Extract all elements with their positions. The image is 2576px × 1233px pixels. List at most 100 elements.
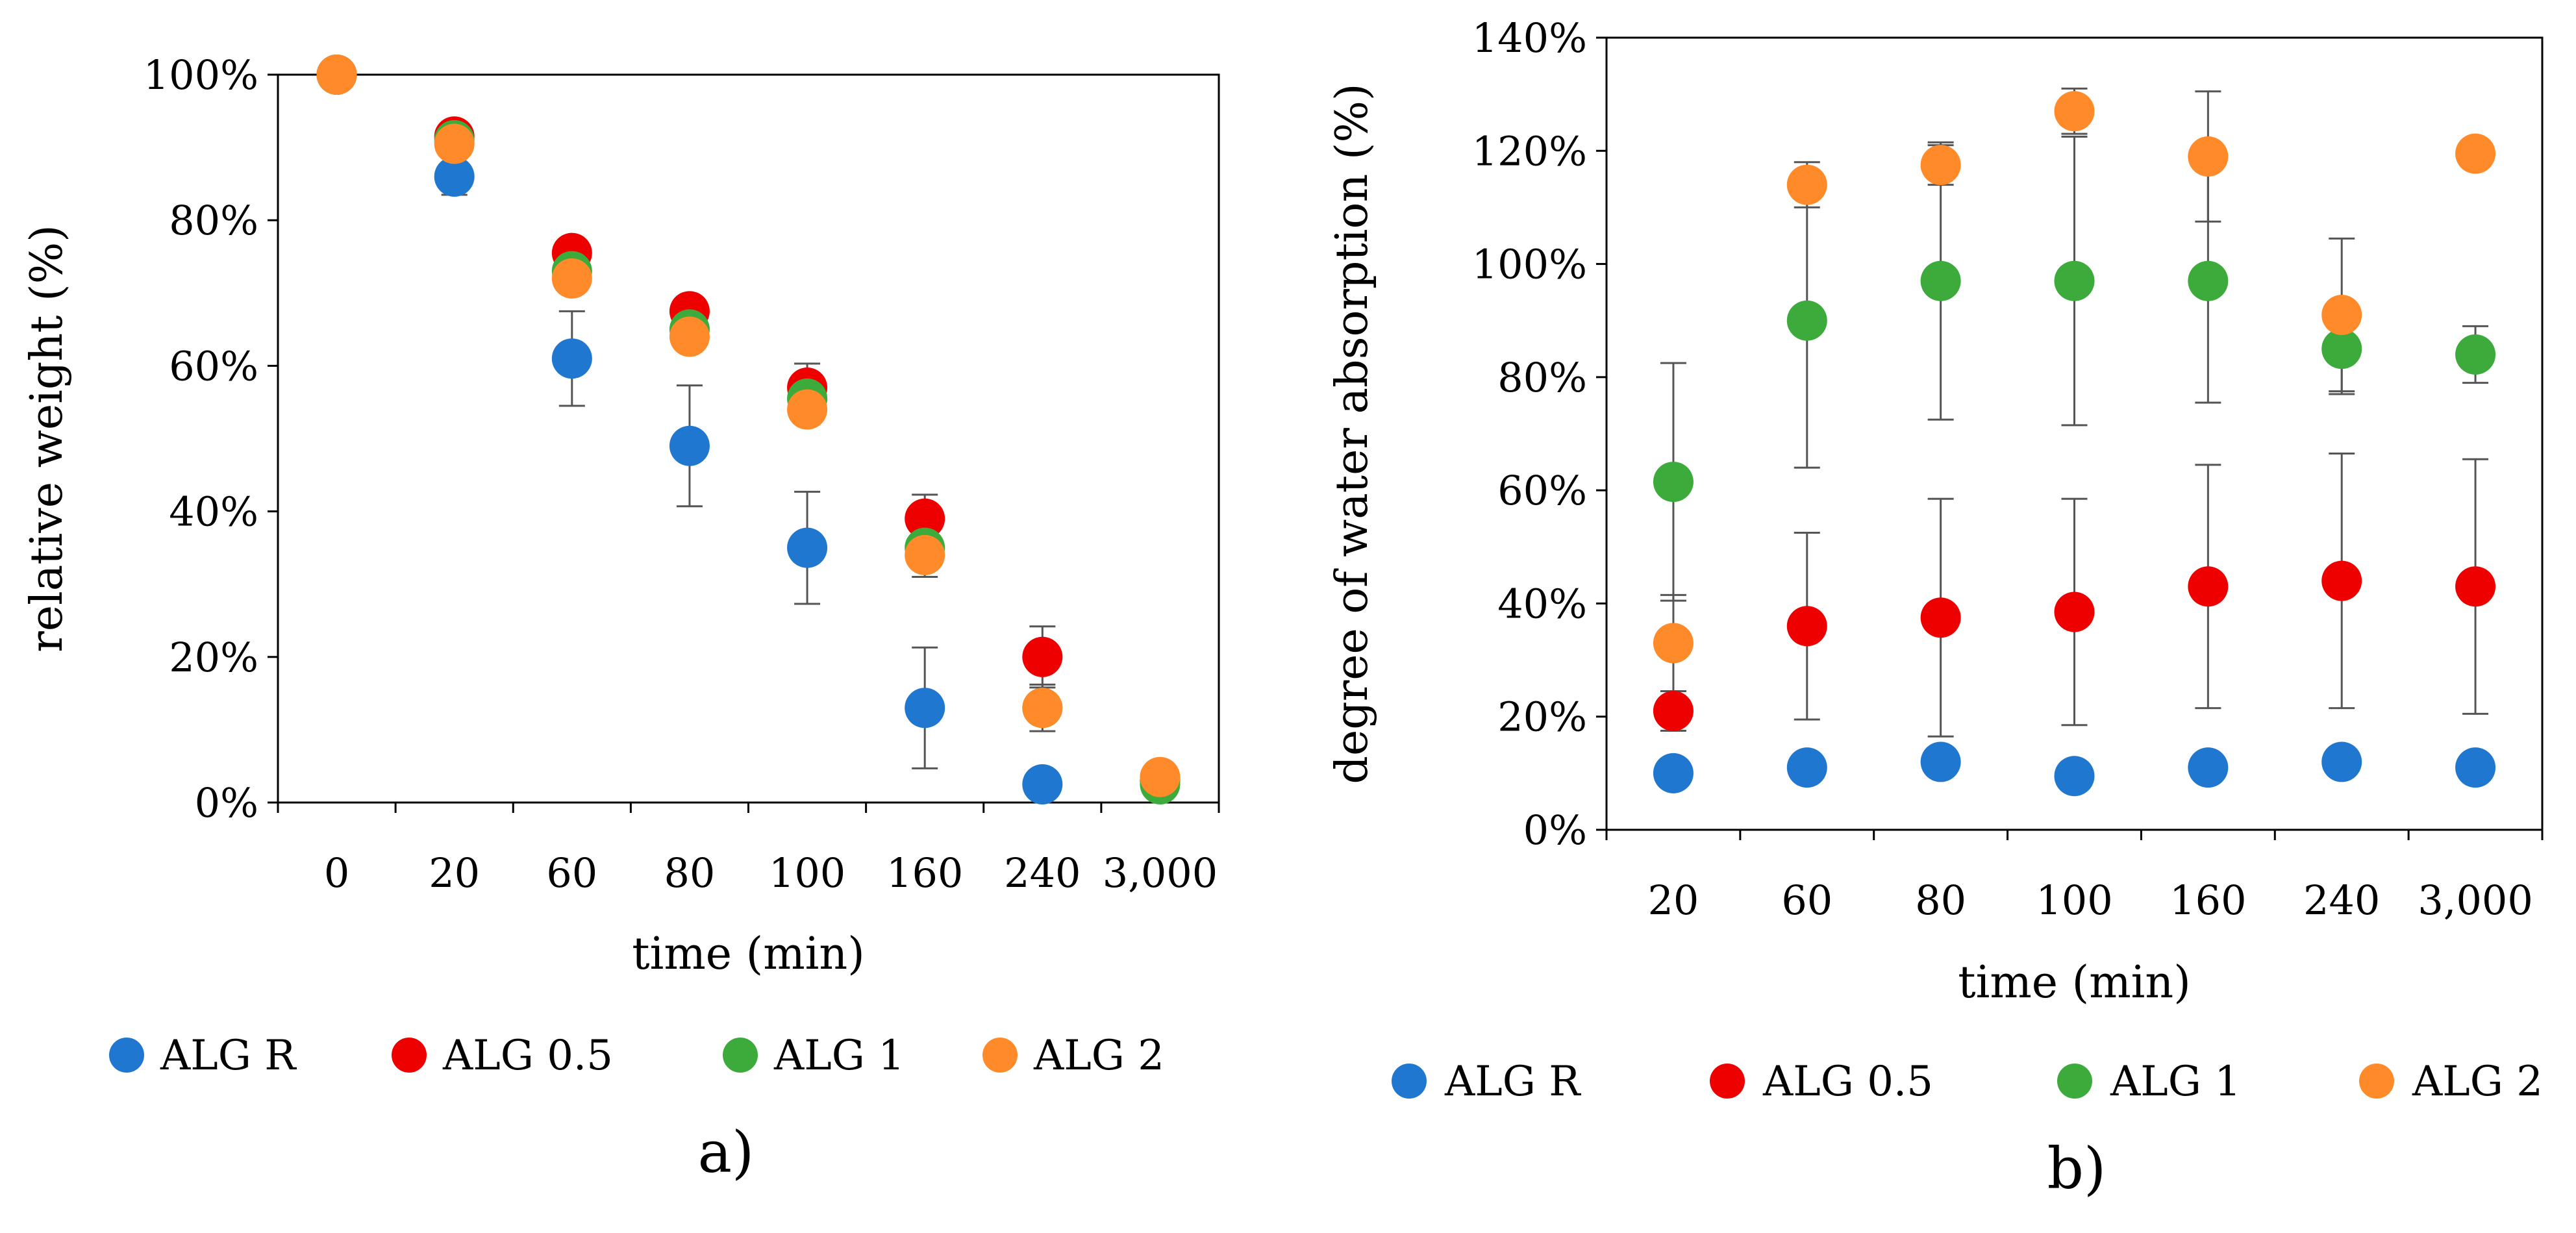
y-tick-label: 140% xyxy=(1472,14,1587,62)
data-point xyxy=(2188,136,2229,177)
legend-label: ALG R xyxy=(160,1032,297,1080)
y-tick-label: 20% xyxy=(1497,693,1587,741)
data-point xyxy=(1140,756,1181,797)
data-point xyxy=(2054,91,2095,132)
data-point xyxy=(2188,566,2229,607)
data-point xyxy=(2321,329,2362,369)
legend-marker xyxy=(392,1038,427,1073)
data-point xyxy=(2321,295,2362,335)
legend-marker xyxy=(1392,1064,1427,1099)
data-point xyxy=(1920,145,1961,186)
y-tick-label: 80% xyxy=(1497,354,1587,401)
legend-label: ALG 0.5 xyxy=(1762,1058,1933,1106)
x-tick-label: 160 xyxy=(886,849,963,897)
panel-label: a) xyxy=(698,1119,755,1186)
data-point xyxy=(1920,741,1961,782)
data-point xyxy=(1920,260,1961,301)
data-point xyxy=(905,688,945,729)
data-point xyxy=(2455,747,2496,788)
data-point xyxy=(1653,691,1694,731)
legend-label: ALG 2 xyxy=(2412,1058,2543,1106)
y-tick-label: 60% xyxy=(1497,467,1587,514)
data-point xyxy=(1920,597,1961,638)
x-tick-label: 3,000 xyxy=(2418,877,2533,924)
data-point xyxy=(2321,560,2362,601)
data-point xyxy=(1653,462,1694,503)
x-axis-title: time (min) xyxy=(1958,957,2191,1008)
y-tick-label: 120% xyxy=(1472,127,1587,175)
data-point xyxy=(1022,636,1063,677)
data-point xyxy=(905,498,945,539)
legend-marker xyxy=(1710,1064,1745,1099)
x-tick-label: 160 xyxy=(2170,877,2246,924)
x-tick-label: 240 xyxy=(2303,877,2380,924)
data-point xyxy=(905,534,945,575)
x-tick-label: 80 xyxy=(1915,877,1966,924)
data-point xyxy=(787,527,828,568)
y-tick-label: 60% xyxy=(169,342,258,390)
data-point xyxy=(1022,688,1063,729)
data-point xyxy=(1653,753,1694,793)
data-point xyxy=(2321,741,2362,782)
legend-label: ALG 0.5 xyxy=(442,1032,613,1080)
data-point xyxy=(1786,300,1827,341)
x-tick-label: 240 xyxy=(1004,849,1081,897)
data-point xyxy=(434,123,475,164)
y-tick-label: 80% xyxy=(169,197,258,244)
data-point xyxy=(669,316,710,357)
data-point xyxy=(551,338,592,379)
data-point xyxy=(2188,747,2229,788)
legend-marker xyxy=(982,1038,1018,1073)
chart-panel-a: 0% 20% 40% 60% 80% 100% 0 20 60 80 100 160 240 3,000 t… xyxy=(21,51,1220,1186)
legend-label: ALG 1 xyxy=(2110,1058,2241,1106)
data-point xyxy=(1653,623,1694,664)
legend-label: ALG 2 xyxy=(1033,1032,1164,1080)
y-tick-label: 100% xyxy=(1472,241,1587,288)
y-tick-label: 0% xyxy=(195,779,258,827)
data-point xyxy=(1786,164,1827,205)
data-point xyxy=(669,425,710,466)
data-point xyxy=(2054,260,2095,301)
plot-frame xyxy=(277,73,1220,804)
data-point xyxy=(1022,764,1063,804)
y-axis-title: relative weight (%) xyxy=(21,225,73,653)
data-point xyxy=(2188,260,2229,301)
y-tick-label: 100% xyxy=(144,51,258,99)
y-tick-label: 20% xyxy=(169,634,258,681)
x-axis-title: time (min) xyxy=(632,928,865,980)
data-point xyxy=(434,156,475,197)
y-axis-title: degree of water absorption (%) xyxy=(1327,83,1378,784)
data-point xyxy=(2054,756,2095,797)
legend-label: ALG 1 xyxy=(773,1032,905,1080)
plot-frame xyxy=(1605,36,2544,831)
x-tick-label: 60 xyxy=(546,849,597,897)
x-tick-label: 100 xyxy=(2036,877,2112,924)
legend-marker xyxy=(723,1038,758,1073)
legend-label: ALG R xyxy=(1444,1058,1581,1106)
x-tick-label: 100 xyxy=(769,849,845,897)
data-point xyxy=(551,258,592,299)
chart-panel-b: 0% 20% 40% 60% 80% 100% 120% 140% 20 60 80 100 160 24… xyxy=(1327,14,2544,1202)
x-tick-label: 80 xyxy=(664,849,715,897)
x-tick-label: 0 xyxy=(324,849,349,897)
legend-marker xyxy=(109,1038,144,1073)
panel-label: b) xyxy=(2047,1135,2107,1202)
data-point xyxy=(1786,606,1827,647)
legend-marker xyxy=(2359,1064,2394,1099)
data-point xyxy=(316,55,357,95)
y-tick-label: 40% xyxy=(169,488,258,536)
x-tick-label: 3,000 xyxy=(1103,849,1218,897)
data-point xyxy=(2054,592,2095,632)
x-tick-label: 20 xyxy=(1647,877,1699,924)
data-point xyxy=(2455,133,2496,174)
x-tick-label: 20 xyxy=(429,849,480,897)
y-tick-label: 40% xyxy=(1497,580,1587,627)
x-tick-label: 60 xyxy=(1781,877,1832,924)
data-point xyxy=(2455,566,2496,607)
data-point xyxy=(787,389,828,430)
legend-marker xyxy=(2057,1064,2092,1099)
data-point xyxy=(2455,334,2496,375)
y-tick-label: 0% xyxy=(1523,806,1587,854)
data-point xyxy=(1786,747,1827,788)
